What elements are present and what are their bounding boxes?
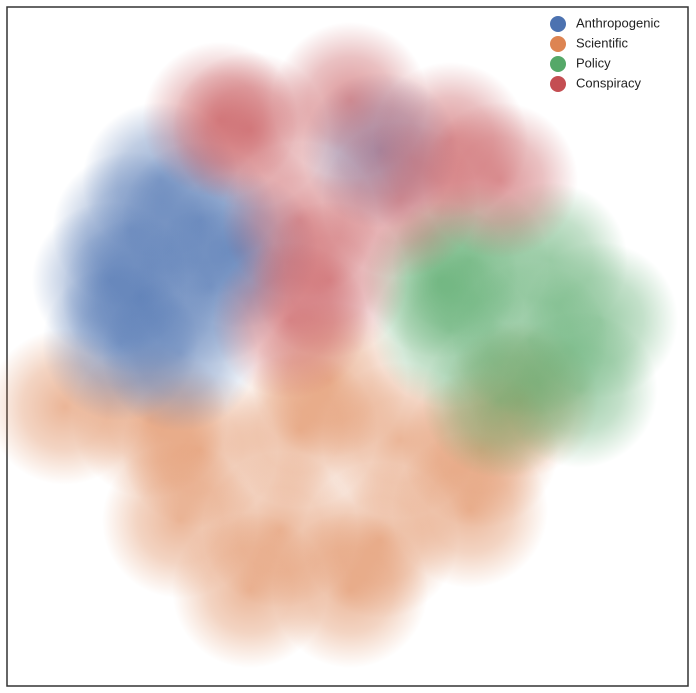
legend-marker xyxy=(550,56,566,72)
legend: Anthropogenic Scientific Policy Conspiracy xyxy=(550,15,660,92)
legend-label: Policy xyxy=(576,55,611,70)
points xyxy=(0,22,679,669)
point xyxy=(321,121,478,278)
legend-marker xyxy=(550,16,566,32)
legend-label: Anthropogenic xyxy=(576,15,660,30)
point xyxy=(142,41,299,198)
point xyxy=(212,242,369,399)
point xyxy=(272,512,429,669)
legend-label: Scientific xyxy=(576,35,629,50)
legend-marker xyxy=(550,76,566,92)
legend-label: Conspiracy xyxy=(576,75,642,90)
legend-marker xyxy=(550,36,566,52)
point xyxy=(31,201,188,358)
point xyxy=(422,322,579,479)
